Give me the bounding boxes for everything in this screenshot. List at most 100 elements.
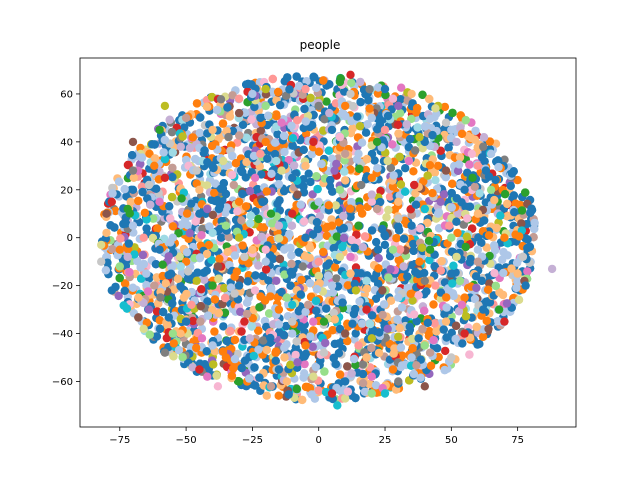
cloud-point — [470, 294, 480, 304]
cloud-point — [236, 307, 245, 316]
cloud-point — [188, 316, 198, 326]
cloud-point — [200, 275, 209, 284]
cloud-point — [258, 197, 267, 207]
cloud-point — [225, 112, 235, 121]
cloud-point — [279, 330, 289, 340]
cloud-point — [279, 131, 289, 141]
cloud-point — [367, 311, 377, 320]
cloud-point — [490, 241, 499, 250]
cloud-point — [294, 248, 304, 257]
cloud-point — [108, 245, 117, 254]
cloud-point — [425, 255, 434, 265]
cloud-point — [407, 114, 416, 124]
cloud-point — [390, 344, 399, 353]
cloud-point — [203, 311, 213, 320]
cloud-point — [257, 232, 266, 242]
cloud-point — [253, 185, 262, 194]
cloud-point — [211, 179, 220, 188]
cloud-point — [412, 317, 421, 326]
cloud-point — [168, 299, 177, 308]
cloud-point — [397, 303, 407, 312]
cloud-point — [314, 147, 324, 156]
cloud-point — [173, 274, 183, 283]
cloud-point — [202, 249, 212, 259]
cloud-point — [517, 206, 527, 215]
cloud-point — [228, 126, 238, 136]
cloud-point — [175, 252, 184, 261]
cloud-point — [301, 349, 310, 359]
cloud-point — [448, 108, 457, 118]
cloud-point — [138, 250, 148, 260]
cloud-point — [478, 332, 488, 341]
cloud-point — [230, 335, 240, 345]
cloud-point — [490, 195, 499, 205]
cloud-point — [227, 371, 237, 380]
cloud-point — [477, 238, 486, 247]
cloud-point — [498, 290, 508, 300]
cloud-point — [341, 112, 350, 121]
cloud-point — [220, 308, 230, 317]
cloud-point — [140, 208, 150, 218]
cloud-point — [265, 309, 274, 318]
cloud-point — [243, 298, 252, 307]
cloud-point — [414, 334, 423, 343]
cloud-point — [405, 134, 415, 144]
cloud-point — [409, 239, 418, 249]
cloud-point — [115, 273, 124, 283]
cloud-point — [326, 175, 335, 185]
cloud-point — [254, 214, 263, 224]
cloud-point — [168, 163, 177, 173]
cloud-point — [210, 295, 220, 304]
cloud-point — [365, 379, 374, 389]
cloud-point — [270, 138, 280, 147]
cloud-point — [453, 228, 462, 238]
cloud-point — [242, 157, 251, 167]
cloud-point — [425, 161, 435, 170]
cloud-point — [288, 141, 297, 150]
cloud-point — [507, 264, 516, 273]
cloud-point — [288, 134, 298, 143]
cloud-point — [311, 362, 320, 372]
cloud-point — [384, 273, 393, 282]
cloud-point — [322, 231, 332, 240]
cloud-point — [367, 197, 376, 206]
cloud-point — [360, 232, 370, 241]
cloud-point — [317, 159, 326, 169]
cloud-point — [271, 347, 281, 356]
cloud-point — [418, 90, 427, 100]
chart-title: people — [300, 38, 341, 52]
cloud-point — [493, 156, 503, 165]
cloud-point — [429, 335, 438, 345]
cloud-point — [339, 211, 348, 221]
cloud-point — [254, 326, 263, 335]
cloud-point — [509, 191, 518, 200]
cloud-point — [264, 276, 273, 285]
cloud-point — [470, 182, 479, 191]
cloud-point — [386, 163, 395, 173]
cloud-point — [128, 283, 138, 292]
cloud-point — [412, 103, 422, 113]
cloud-point — [455, 153, 465, 162]
cloud-point — [251, 271, 260, 280]
cloud-point — [182, 209, 192, 218]
cloud-point — [242, 133, 251, 142]
cloud-point — [341, 394, 350, 403]
cloud-point — [259, 223, 269, 232]
cloud-point — [254, 261, 263, 270]
cloud-point — [439, 325, 448, 334]
cloud-point — [423, 218, 432, 228]
cloud-point — [168, 222, 178, 231]
cloud-point — [502, 299, 512, 308]
cloud-point — [334, 218, 344, 227]
cloud-point — [159, 148, 168, 157]
cloud-point — [284, 156, 293, 165]
cloud-point — [347, 369, 356, 378]
cloud-point — [378, 224, 387, 234]
cloud-point — [312, 306, 321, 315]
cloud-point — [241, 108, 250, 118]
cloud-point — [479, 133, 489, 142]
cloud-point — [322, 261, 331, 270]
cloud-point — [103, 258, 112, 267]
cloud-point — [228, 151, 237, 161]
cloud-point — [319, 247, 328, 257]
